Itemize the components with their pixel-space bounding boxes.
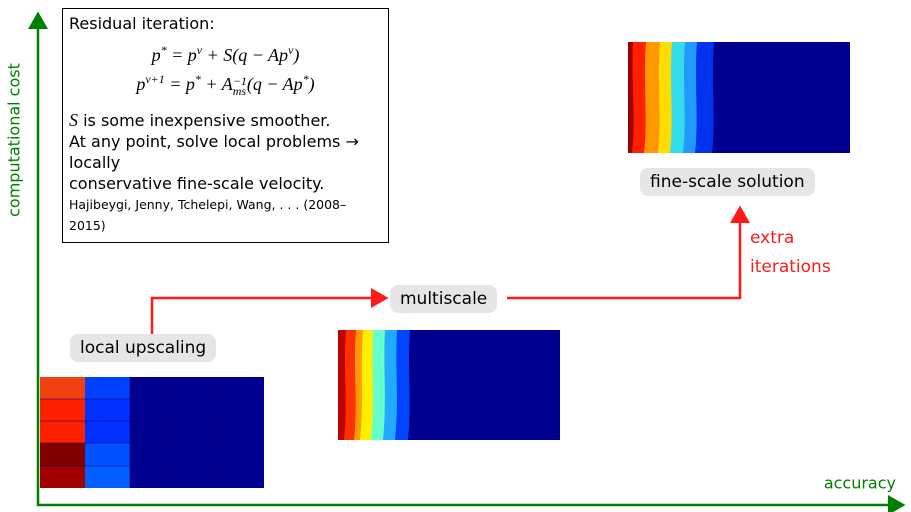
multiscale-label: multiscale (390, 285, 497, 313)
text-part: ν+1 (145, 72, 164, 86)
arrow-to-multiscale (152, 298, 386, 334)
text-line: conservative fine-scale velocity. (69, 173, 382, 194)
text-part: + A (201, 74, 233, 94)
citation: Hajibeygi, Jenny, Tchelepi, Wang, . . . … (69, 194, 382, 236)
arrow-to-fine (507, 208, 740, 298)
y-axis-label: computational cost (5, 63, 24, 217)
text-line: S is some inexpensive smoother. (69, 110, 382, 131)
coarse-image (40, 377, 264, 488)
local-upscaling-label: local upscaling (70, 334, 216, 362)
text-part: p (152, 45, 161, 65)
extra-label: iterations (750, 257, 831, 277)
text-line: At any point, solve local problems → loc… (69, 131, 382, 173)
text-part: is some inexpensive smoother. (78, 111, 330, 130)
text-part: = p (167, 45, 197, 65)
extra-label: extra (750, 228, 794, 248)
text-part: ) (309, 74, 315, 94)
box-title: Residual iteration: (69, 13, 382, 34)
equation: p* = pν + S(q − Apν) (69, 38, 382, 67)
fine-scale-label: fine-scale solution (640, 168, 815, 196)
text-part: p (136, 74, 145, 94)
page: computational cost accuracy extra iterat… (0, 0, 911, 512)
multiscale-image (338, 330, 560, 440)
text-part: = p (165, 74, 195, 94)
text-part: ) (293, 45, 299, 65)
text-box: Residual iteration: p* = pν + S(q − Apν)… (62, 8, 389, 243)
text-part: S (69, 110, 78, 130)
fine-image (628, 42, 850, 153)
text-part: + S(q − Ap (202, 45, 288, 65)
text-part: (q − Ap (247, 74, 303, 94)
text-part: ms (233, 84, 246, 98)
x-axis-label: accuracy (824, 474, 896, 493)
